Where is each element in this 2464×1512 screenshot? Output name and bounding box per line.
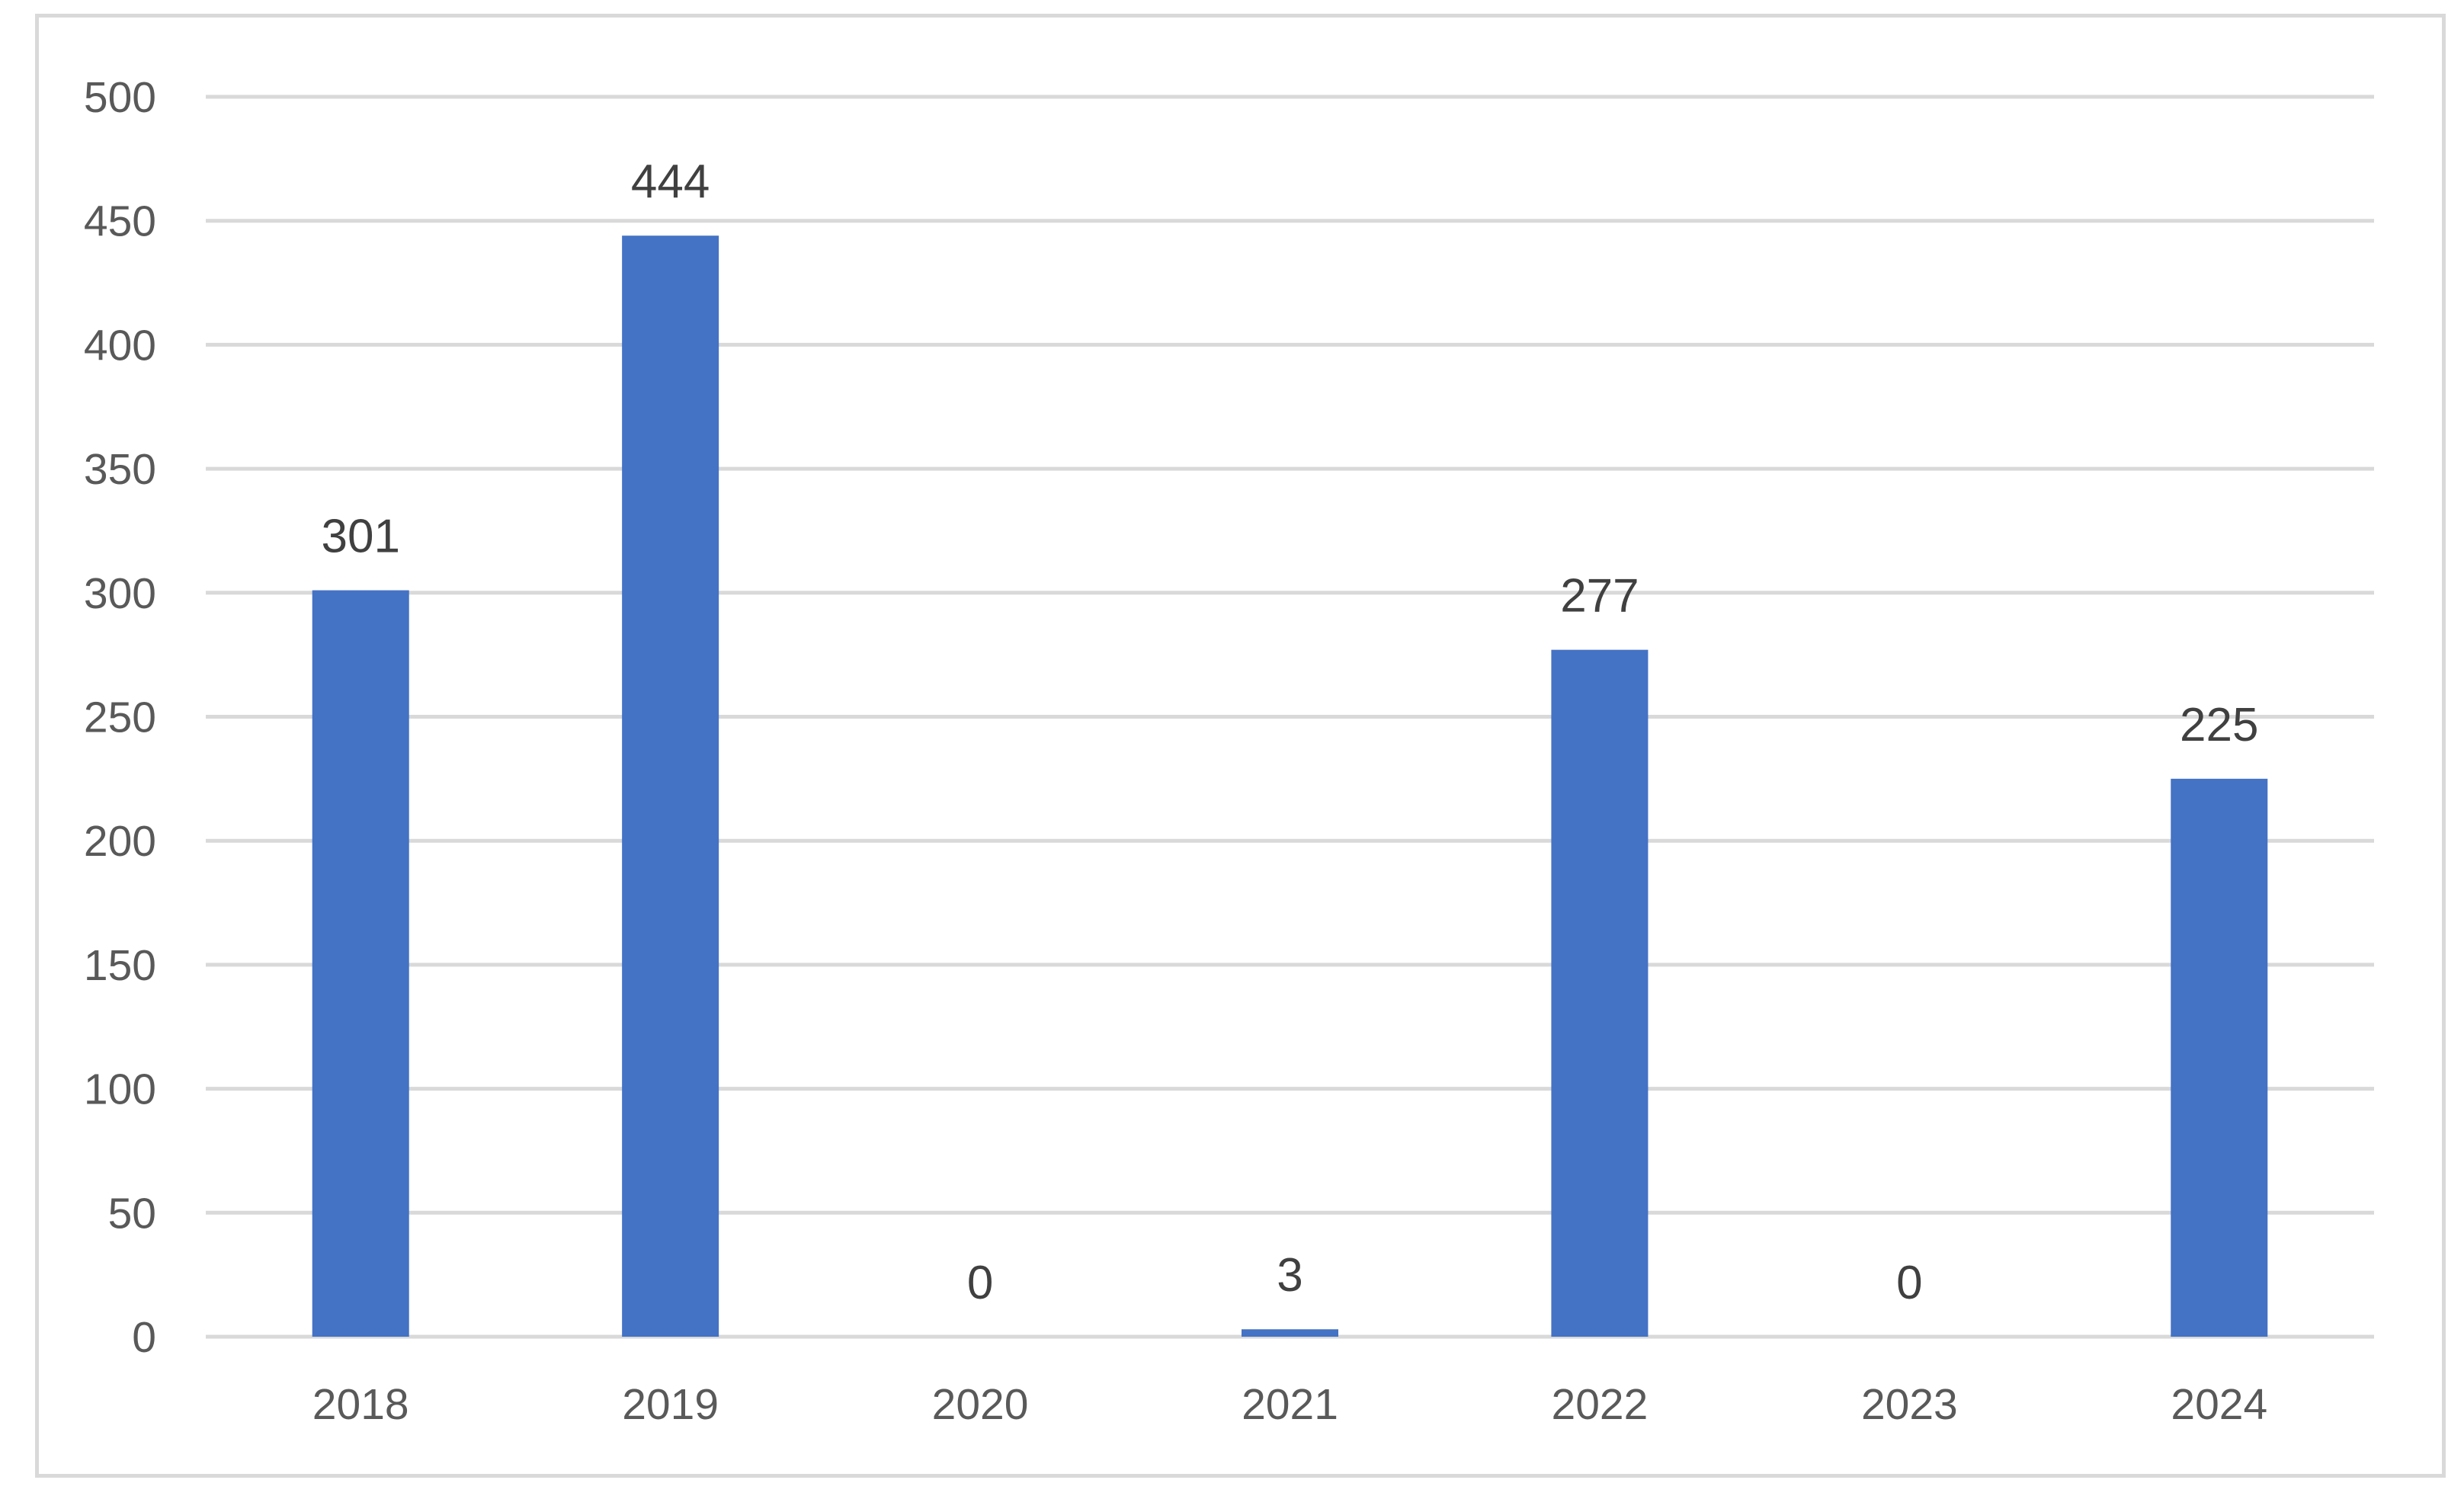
bar-2024 (2171, 778, 2268, 1337)
x-tick-label-2018: 2018 (312, 1380, 409, 1429)
data-label-2022: 277 (1560, 570, 1639, 623)
data-label-2018: 301 (321, 511, 399, 563)
x-tick-label-2023: 2023 (1861, 1380, 1958, 1429)
y-tick-label-350: 350 (84, 445, 156, 494)
y-tick-label-250: 250 (84, 694, 156, 742)
bar-2021 (1242, 1329, 1338, 1337)
x-tick-label-2022: 2022 (1552, 1380, 1649, 1429)
y-tick-label-100: 100 (84, 1065, 156, 1114)
bar-2019 (622, 235, 719, 1337)
chart-frame (35, 14, 2446, 1478)
bar-2018 (312, 590, 409, 1337)
bars (312, 235, 2268, 1337)
y-tick-label-450: 450 (84, 197, 156, 246)
x-tick-label-2020: 2020 (932, 1380, 1029, 1429)
data-label-2023: 0 (1896, 1257, 1922, 1309)
x-axis-tick-labels: 2018 2019 2020 2021 2022 2023 2024 (312, 1380, 2267, 1429)
x-tick-label-2024: 2024 (2171, 1380, 2267, 1429)
y-tick-label-500: 500 (84, 73, 156, 122)
x-tick-label-2019: 2019 (622, 1380, 719, 1429)
y-tick-label-50: 50 (108, 1189, 156, 1238)
y-tick-label-400: 400 (84, 321, 156, 370)
y-axis-tick-labels: 0 50 100 150 200 250 300 350 400 450 500 (84, 73, 156, 1362)
y-tick-label-300: 300 (84, 569, 156, 618)
data-label-2024: 225 (2180, 699, 2258, 751)
x-tick-label-2021: 2021 (1242, 1380, 1338, 1429)
y-tick-label-150: 150 (84, 941, 156, 990)
data-label-2021: 3 (1277, 1249, 1302, 1302)
bar-2022 (1551, 649, 1649, 1337)
data-label-2019: 444 (631, 155, 710, 208)
data-label-2020: 0 (967, 1257, 993, 1309)
data-labels: 301 444 0 3 277 0 225 (321, 155, 2258, 1309)
y-tick-label-0: 0 (132, 1313, 156, 1362)
gridlines (206, 94, 2374, 1339)
y-tick-label-200: 200 (84, 817, 156, 866)
